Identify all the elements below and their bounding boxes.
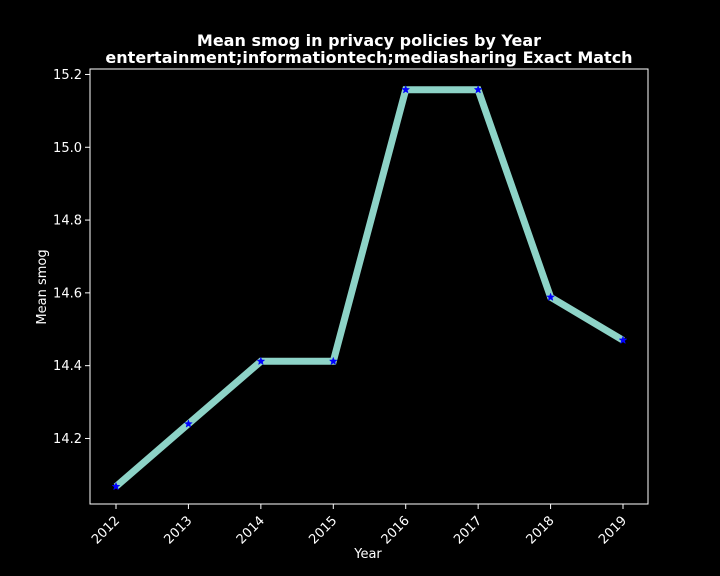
data-point (618, 335, 628, 344)
x-tick-label: 2018 (524, 513, 558, 547)
y-axis-label: Mean smog (35, 249, 50, 324)
data-point (401, 85, 411, 94)
x-tick-label: 2015 (306, 513, 340, 547)
x-tick-label: 2019 (596, 513, 630, 547)
y-axis: 14.2 14.4 14.6 14.8 15.0 15.2 (53, 68, 90, 447)
series-layer (111, 85, 628, 491)
x-axis: 2012 2013 2014 2015 2016 2017 2018 2019 (89, 504, 630, 547)
x-tick-label: 2017 (451, 513, 485, 547)
x-tick-label: 2014 (234, 513, 268, 547)
x-tick-label: 2013 (161, 513, 195, 547)
data-point (328, 356, 338, 366)
data-point (111, 481, 121, 491)
y-tick-label: 14.8 (53, 214, 82, 229)
y-tick-label: 15.0 (53, 141, 82, 156)
chart-title: Mean smog in privacy policies by Year (197, 31, 541, 50)
x-tick-label: 2012 (89, 513, 123, 547)
data-point (473, 85, 483, 94)
plot-area (89, 68, 649, 505)
y-tick-label: 14.4 (53, 359, 82, 374)
x-tick-label: 2016 (379, 513, 413, 547)
chart-subtitle: entertainment;informationtech;mediashari… (105, 48, 632, 67)
y-tick-label: 14.2 (53, 432, 82, 447)
x-axis-label: Year (353, 547, 382, 562)
y-tick-label: 14.6 (53, 286, 82, 301)
data-point (256, 356, 266, 366)
y-tick-label: 15.2 (53, 68, 82, 83)
series-line (113, 86, 625, 490)
data-point (546, 292, 556, 302)
data-point (183, 419, 193, 428)
